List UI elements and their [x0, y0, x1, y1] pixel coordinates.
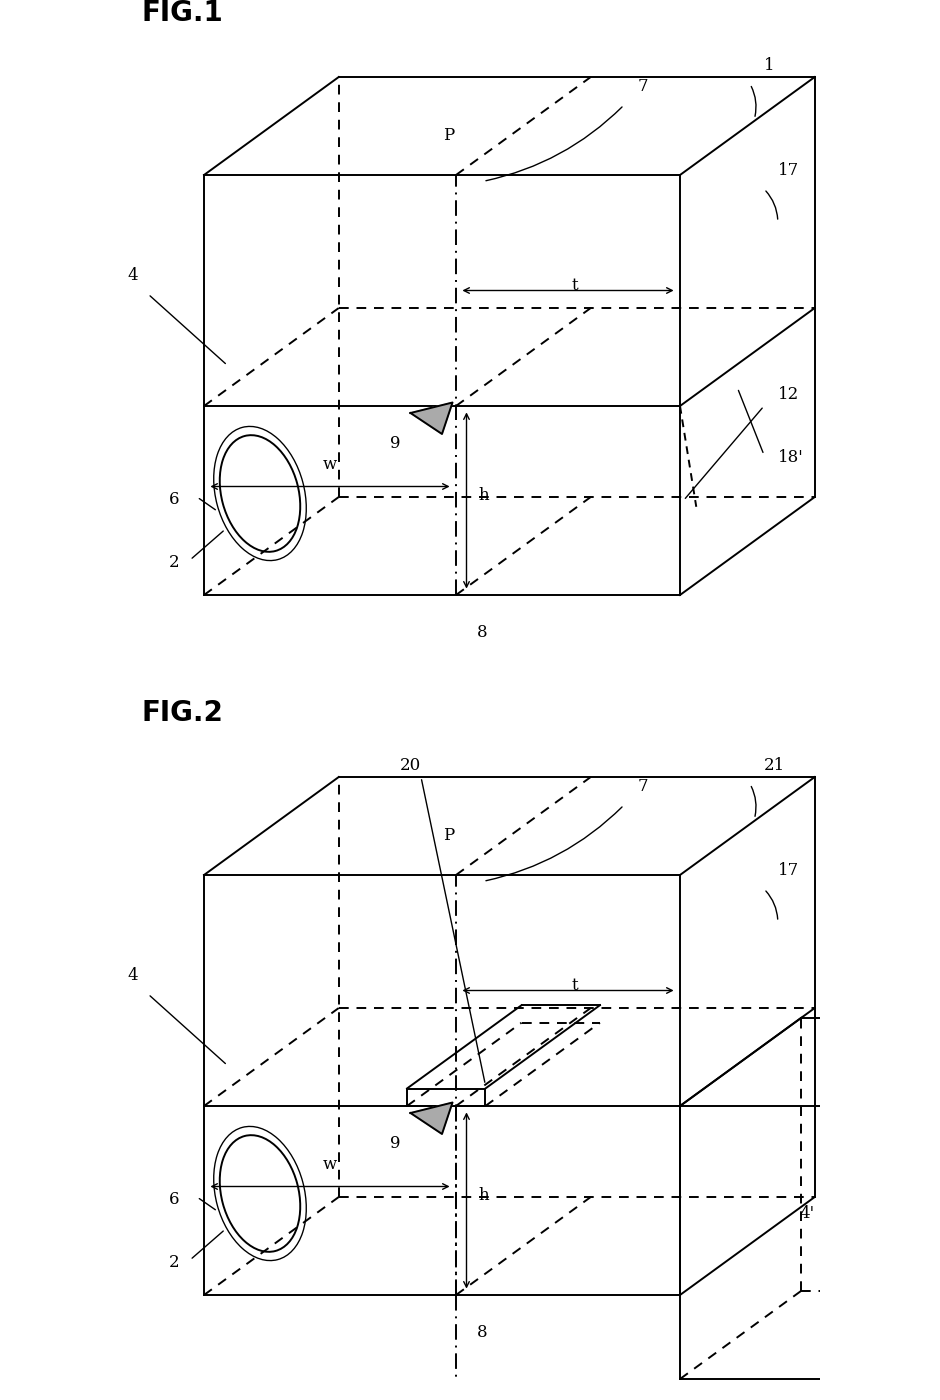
Text: 9: 9 — [389, 1135, 400, 1152]
Text: w: w — [322, 1156, 337, 1173]
Text: h: h — [478, 1187, 490, 1204]
Text: 4: 4 — [127, 967, 137, 984]
Text: FIG.2: FIG.2 — [141, 699, 223, 727]
Text: 6: 6 — [169, 491, 180, 508]
Text: w: w — [322, 456, 337, 473]
Text: 1: 1 — [764, 57, 775, 74]
Text: 4': 4' — [799, 1205, 814, 1222]
Text: 7: 7 — [638, 78, 649, 95]
Text: FIG.1: FIG.1 — [141, 0, 223, 27]
Text: P: P — [444, 127, 455, 144]
Text: P: P — [444, 827, 455, 844]
Text: 6: 6 — [169, 1191, 180, 1208]
Text: 18': 18' — [778, 449, 804, 466]
Text: h: h — [478, 487, 490, 504]
Polygon shape — [411, 403, 452, 434]
Text: 8: 8 — [477, 624, 488, 641]
Text: 21: 21 — [764, 757, 785, 774]
Text: 8: 8 — [477, 1324, 488, 1341]
Text: 2: 2 — [169, 554, 180, 571]
Text: t: t — [572, 277, 578, 294]
Text: 12: 12 — [778, 386, 799, 403]
Text: 17: 17 — [778, 162, 799, 179]
Text: 20: 20 — [400, 757, 421, 774]
Text: t: t — [572, 977, 578, 994]
Polygon shape — [411, 1103, 452, 1134]
Text: 2: 2 — [169, 1254, 180, 1271]
Text: 4: 4 — [127, 267, 137, 284]
Text: 7: 7 — [638, 778, 649, 795]
Text: 17: 17 — [778, 862, 799, 879]
Text: 9: 9 — [389, 435, 400, 452]
